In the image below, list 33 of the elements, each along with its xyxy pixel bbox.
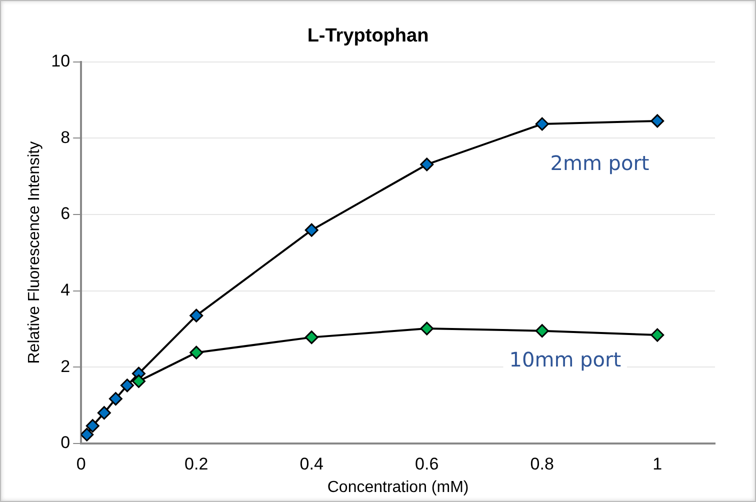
point — [108, 392, 122, 406]
point — [304, 223, 318, 237]
x-tick-label: 0.2 — [184, 454, 208, 474]
point — [190, 308, 204, 322]
point — [535, 117, 549, 131]
point — [535, 324, 549, 338]
chart-title: L-Tryptophan — [307, 26, 429, 47]
point — [190, 346, 204, 360]
x-tick-label: 0.8 — [530, 454, 554, 474]
point — [420, 322, 434, 336]
x-axis-title: Concentration (mM) — [327, 478, 469, 496]
x-tick-label: 1 — [652, 454, 662, 474]
point — [86, 419, 100, 433]
point — [97, 406, 111, 420]
point — [304, 330, 318, 344]
point — [650, 328, 664, 342]
point — [132, 374, 146, 388]
x-tick-label: 0.4 — [300, 454, 324, 474]
point — [120, 378, 134, 392]
y-tick-label: 4 — [60, 280, 70, 300]
point — [81, 428, 94, 442]
y-tick-label: 2 — [60, 356, 70, 376]
y-axis-title: Relative Fluorescence Intensity — [26, 141, 44, 364]
y-tick-label: 10 — [51, 51, 70, 70]
y-tick-label: 8 — [60, 128, 70, 147]
point — [420, 158, 434, 172]
x-tick-label: 0 — [76, 454, 86, 474]
series-label: 10mm port — [509, 348, 622, 372]
y-tick-label: 6 — [60, 204, 70, 224]
y-tick-label: 0 — [60, 433, 70, 452]
series-label: 2mm port — [550, 151, 650, 176]
point — [650, 114, 664, 128]
x-tick-label: 0.6 — [415, 454, 439, 474]
